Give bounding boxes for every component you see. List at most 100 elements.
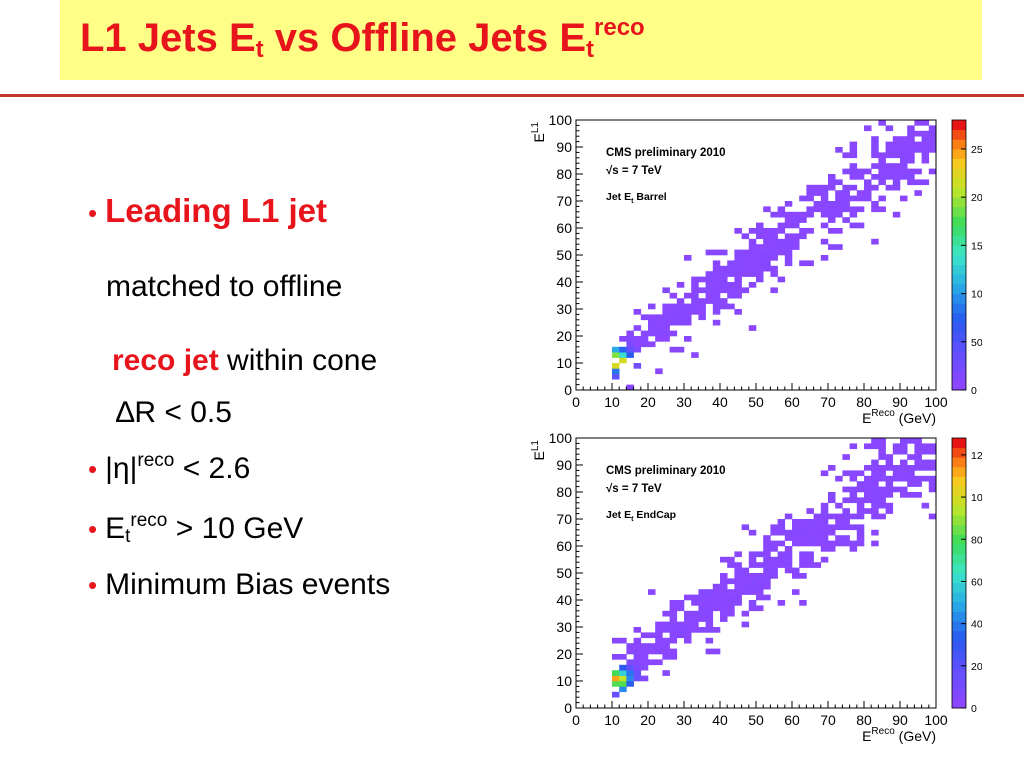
- heatmap-cell: [878, 448, 886, 455]
- heatmap-cell: [619, 637, 627, 644]
- heatmap-cell: [914, 438, 922, 444]
- colorbar: [952, 120, 966, 391]
- y-tick-label: 90: [556, 139, 572, 155]
- heatmap-cell: [784, 211, 793, 218]
- heatmap-cell: [777, 529, 786, 536]
- heatmap-cell: [871, 465, 879, 471]
- heatmap-cell: [691, 621, 699, 628]
- heatmap-cell: [727, 292, 735, 299]
- y-tick-label: 80: [556, 484, 572, 500]
- heatmap-cell: [777, 556, 786, 563]
- heatmap-cell: [871, 508, 879, 514]
- heatmap-cell: [669, 330, 678, 337]
- heatmap-cell: [864, 443, 872, 450]
- heatmap-cell: [741, 271, 750, 277]
- y-tick-label: 60: [556, 220, 572, 236]
- heatmap-cell: [799, 217, 807, 223]
- heatmap-cell: [734, 583, 742, 590]
- heatmap-cell: [619, 346, 627, 353]
- heatmap-cell: [777, 600, 786, 606]
- heatmap-cell: [885, 163, 894, 169]
- heatmap-cell: [734, 255, 742, 261]
- heatmap-cell: [835, 179, 843, 186]
- heatmap-cell: [705, 600, 714, 606]
- colorbar-step: [952, 679, 966, 690]
- heatmap-cell: [864, 195, 872, 202]
- heatmap-cell: [648, 632, 656, 639]
- heatmap-cell: [684, 632, 692, 639]
- heatmap-cell: [669, 610, 678, 617]
- heatmap-cell: [763, 249, 771, 256]
- heatmap-cell: [770, 540, 778, 547]
- heatmap-cell: [871, 163, 879, 169]
- heatmap-cell: [705, 589, 714, 595]
- heatmap-cell: [712, 627, 721, 633]
- heatmap-cell: [748, 255, 757, 261]
- colorbar-step: [952, 216, 966, 227]
- heatmap-cell: [662, 654, 670, 660]
- heatmap-cell: [748, 228, 757, 234]
- heatmap-cell: [698, 309, 706, 315]
- heatmap-cell: [871, 438, 879, 444]
- heatmap-cell: [741, 573, 750, 579]
- heatmap-cell: [640, 664, 649, 671]
- y-tick-label: 50: [556, 247, 572, 263]
- y-tick-label: 10: [556, 355, 572, 371]
- heatmap-cell: [770, 265, 778, 272]
- colorbar-step: [952, 553, 966, 564]
- heatmap-cell: [885, 465, 894, 471]
- heatmap-cell: [676, 314, 685, 321]
- heatmap-cell: [633, 654, 642, 660]
- heatmap-cell: [648, 643, 656, 649]
- heatmap-cell: [612, 352, 620, 358]
- heatmap-cell: [799, 260, 807, 267]
- heatmap-cell: [734, 276, 742, 283]
- y-tick-label: 80: [556, 166, 572, 182]
- heatmap-cell: [741, 255, 750, 261]
- heatmap-cell: [734, 265, 742, 272]
- heatmap-cell: [756, 222, 764, 229]
- heatmap-cell: [799, 540, 807, 547]
- heatmap-cell: [756, 244, 764, 250]
- y-tick-label: 20: [556, 328, 572, 344]
- bullet-list: • Leading L1 jet matched to offline reco …: [88, 192, 390, 601]
- colorbar-step: [952, 621, 966, 632]
- heatmap-cell: [748, 244, 757, 250]
- heatmap-cell: [871, 184, 879, 191]
- heatmap-cell: [720, 282, 728, 288]
- heatmap-cell: [712, 583, 721, 590]
- x-tick-label: 50: [748, 712, 764, 728]
- heatmap-cell: [720, 303, 728, 310]
- heatmap-cell: [849, 184, 858, 191]
- heatmap-cell: [856, 481, 865, 487]
- heatmap-cell: [619, 686, 627, 693]
- x-tick-label: 50: [748, 394, 764, 410]
- heatmap-cell: [727, 605, 735, 612]
- heatmap-cell: [734, 287, 742, 294]
- heatmap-cell: [907, 470, 915, 477]
- heatmap-cell: [828, 524, 836, 531]
- heatmap-cell: [684, 616, 692, 622]
- heatmap-cell: [756, 589, 764, 595]
- heatmap-cell: [770, 529, 778, 536]
- heatmap-cell: [900, 459, 908, 466]
- heatmap-cell: [799, 556, 807, 563]
- heatmap-cell: [626, 643, 634, 649]
- legend-region: Jet Et EndCap: [606, 509, 676, 523]
- heatmap-cell: [856, 535, 865, 541]
- heatmap-cell: [842, 184, 850, 191]
- bullet-leading-l1-jet: • Leading L1 jet: [88, 192, 327, 230]
- heatmap-cell: [676, 605, 685, 612]
- heatmap-cell: [698, 287, 706, 294]
- heatmap-cell: [864, 168, 872, 175]
- heatmap-cell: [856, 174, 865, 180]
- heatmap-cell: [741, 287, 750, 294]
- heatmap-cell: [655, 648, 663, 655]
- heatmap-cell: [864, 190, 872, 196]
- heatmap-cell: [864, 486, 872, 493]
- heatmap-cell: [820, 470, 829, 477]
- heatmap-cell: [820, 255, 829, 261]
- heatmap-cell: [684, 303, 692, 310]
- heatmap-cell: [928, 141, 937, 148]
- x-tick-label: 60: [784, 712, 800, 728]
